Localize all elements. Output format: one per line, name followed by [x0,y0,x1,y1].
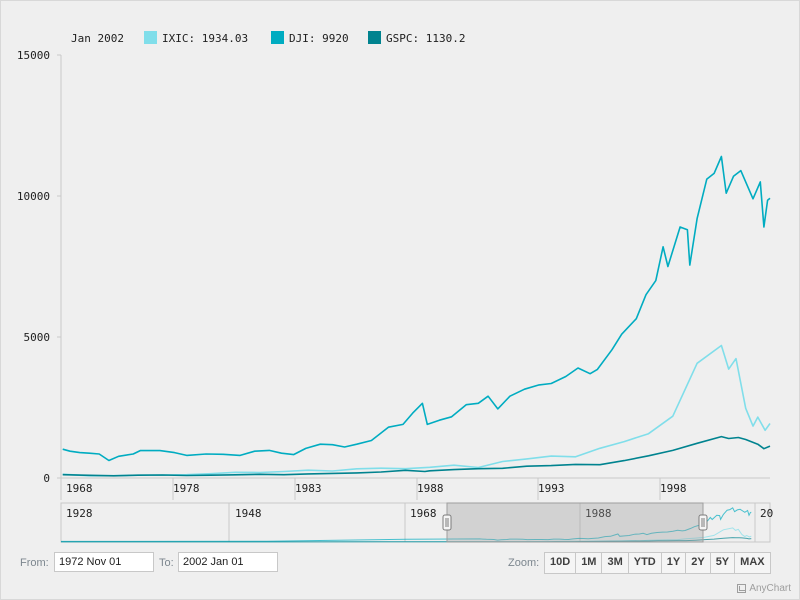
x-tick-label: 1978 [173,482,200,495]
navigator-line-dji [60,507,752,542]
legend-item-dji: DJI: 9920 [289,32,349,45]
zoom-3m-button[interactable]: 3M [602,553,629,573]
series-line-gspc[interactable] [62,435,771,477]
stock-chart[interactable]: Jan 2002 IXIC: 1934.03 DJI: 9920 GSPC: 1… [0,0,800,550]
series-line-ixic[interactable] [62,344,771,477]
legend: Jan 2002 IXIC: 1934.03 DJI: 9920 GSPC: 1… [71,31,465,45]
navigator-right-handle[interactable] [698,514,708,531]
series-group[interactable] [62,155,771,477]
x-tick-label: 1968 [66,482,93,495]
zoom-label: Zoom: [508,557,540,569]
from-label: From: [20,557,49,569]
x-tick-label: 1983 [295,482,322,495]
x-tick-label: 1988 [417,482,444,495]
chart-logo-icon [737,584,747,593]
zoom-1y-button[interactable]: 1Y [662,553,687,573]
y-tick-label: 5000 [24,331,51,344]
legend-swatch-dji [271,31,284,44]
y-tick-label: 0 [43,472,50,485]
x-axis: 1968 1978 1983 1988 1993 1998 [60,477,770,500]
navigator-left-handle[interactable] [442,514,452,531]
range-controls: From: 1972 Nov 01 To: 2002 Jan 01 Zoom: … [0,550,800,578]
navigator-label: 20 [760,507,773,520]
legend-item-ixic: IXIC: 1934.03 [162,32,248,45]
from-date-input[interactable]: 1972 Nov 01 [54,552,154,572]
y-tick-label: 15000 [17,49,50,62]
y-tick-label: 10000 [17,190,50,203]
zoom-max-button[interactable]: MAX [740,556,765,568]
zoom-5y-button[interactable]: 5Y [711,553,736,573]
to-date-input[interactable]: 2002 Jan 01 [178,552,278,572]
legend-swatch-gspc [368,31,381,44]
anychart-credit[interactable]: AnyChart [737,583,791,594]
zoom-ytd-button[interactable]: YTD [629,553,662,573]
navigator-label: 1948 [235,507,262,520]
credit-text: AnyChart [749,583,791,594]
zoom-1m-button[interactable]: 1M [576,553,603,573]
navigator-label: 1988 [585,507,612,520]
zoom-button-group: 10D 1M 3M YTD 1Y 2Y 5Y MAX [544,552,771,574]
x-tick-label: 1993 [538,482,565,495]
legend-swatch-ixic [144,31,157,44]
navigator-label: 1928 [66,507,93,520]
zoom-10d-button[interactable]: 10D [545,553,577,573]
zoom-2y-button[interactable]: 2Y [686,553,711,573]
x-tick-label: 1998 [660,482,687,495]
navigator[interactable]: 1928 1948 1968 1988 20 [60,502,773,543]
legend-date: Jan 2002 [71,32,124,45]
navigator-selection[interactable] [446,502,704,543]
navigator-label: 1968 [410,507,437,520]
to-label: To: [159,557,174,569]
series-line-dji[interactable] [62,155,771,462]
y-axis: 15000 10000 5000 0 [17,49,62,485]
legend-item-gspc: GSPC: 1130.2 [386,32,465,45]
